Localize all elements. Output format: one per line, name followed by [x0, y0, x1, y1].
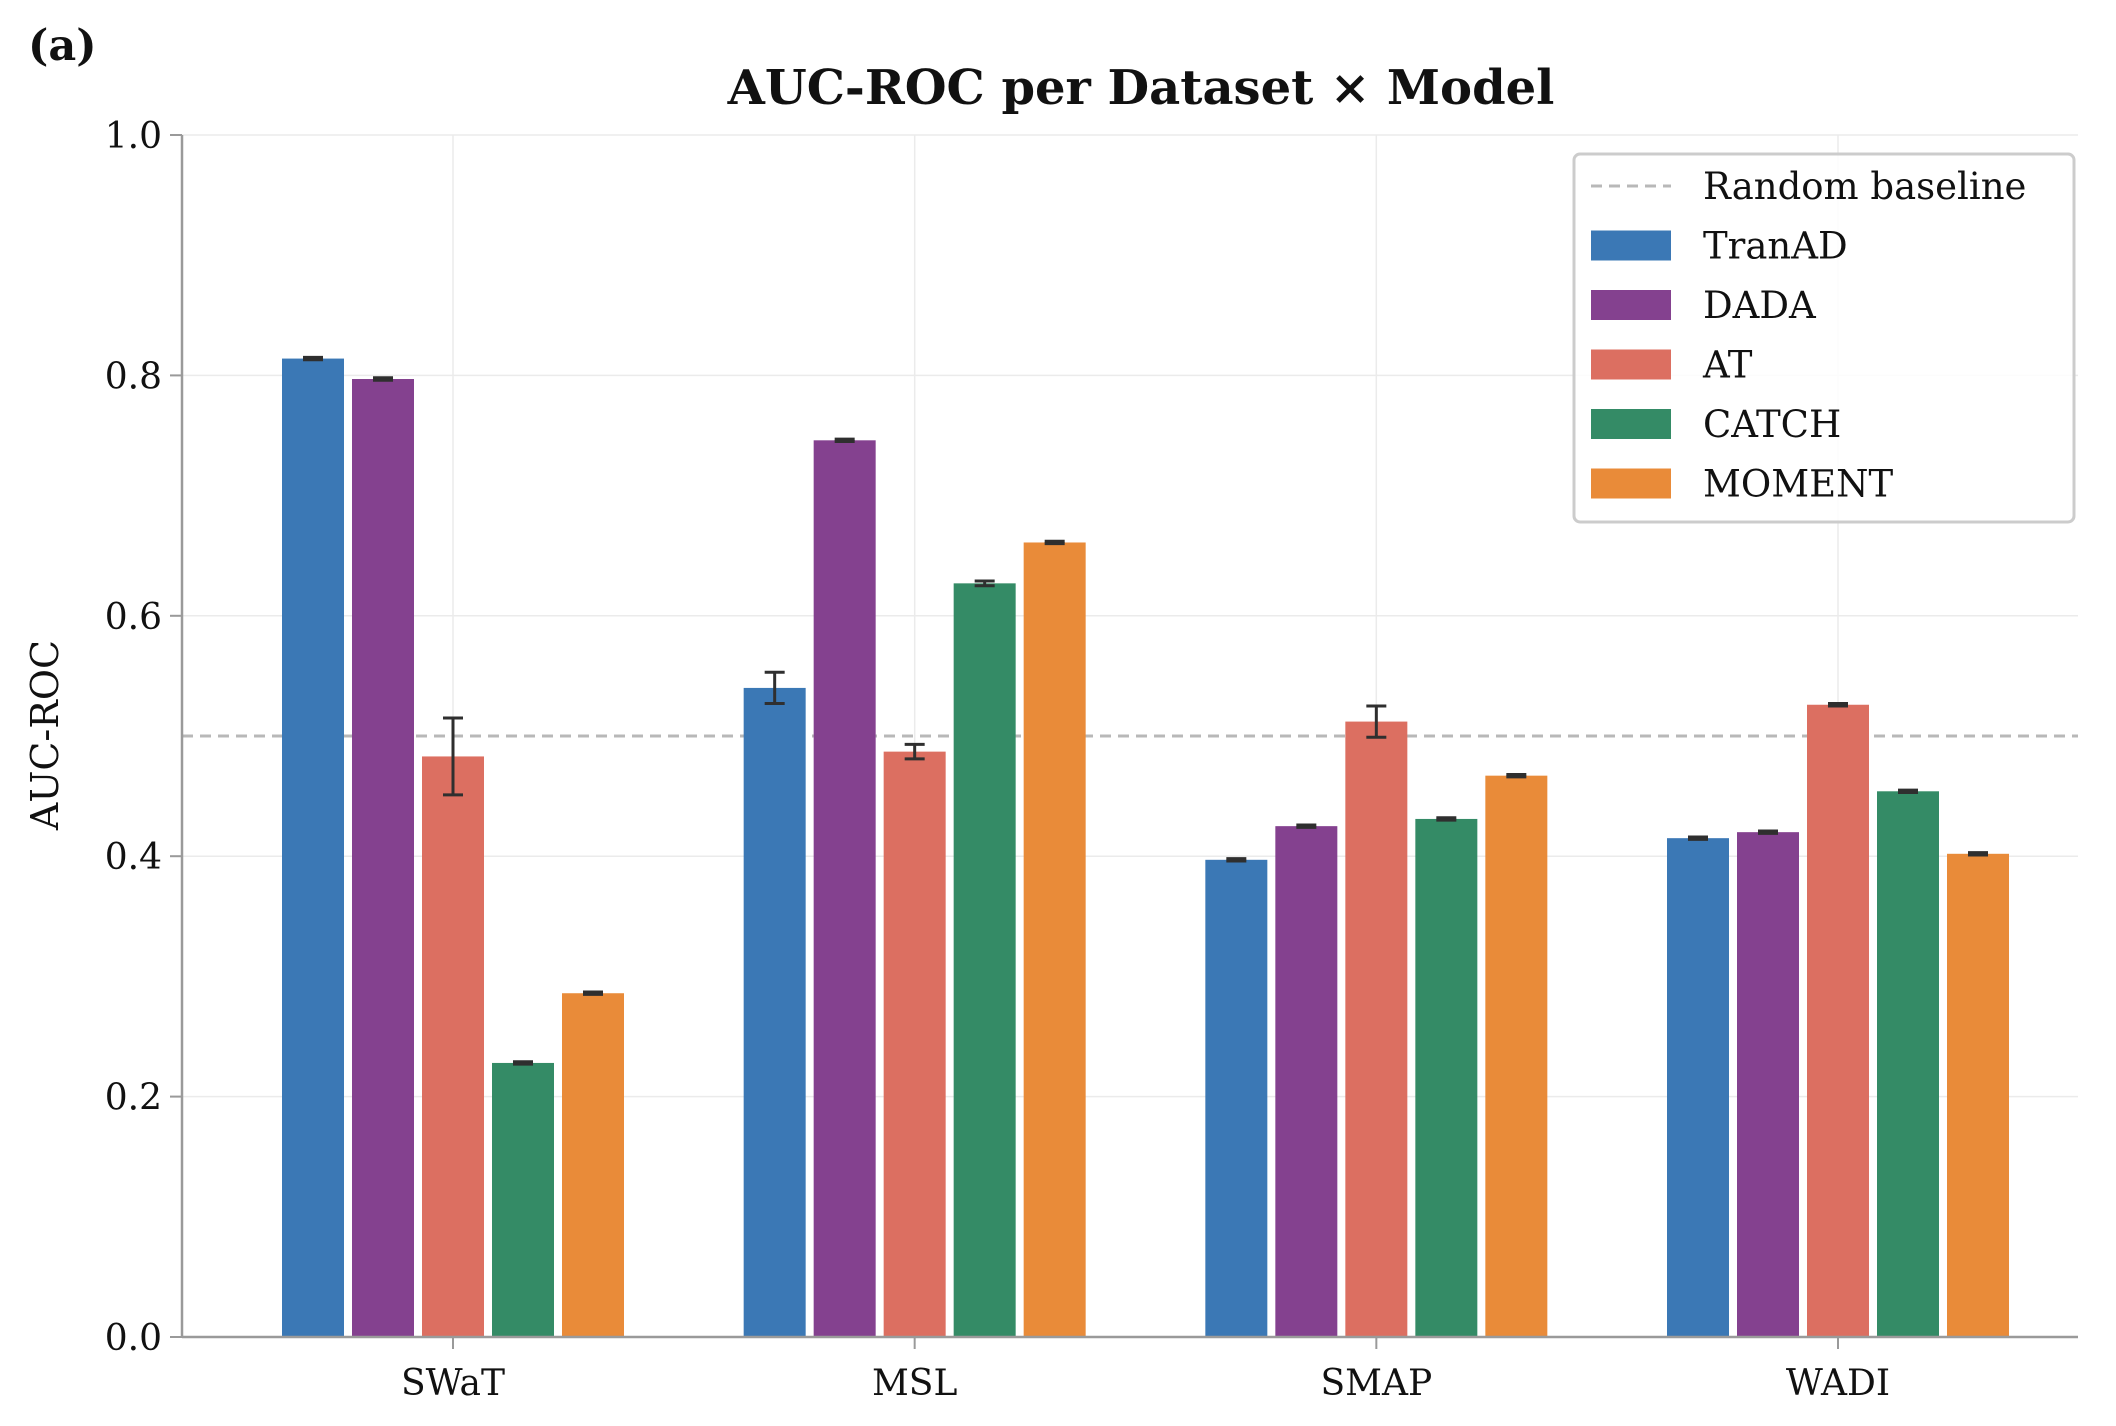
x-tick-label: WADI — [1786, 1363, 1890, 1404]
legend-swatch-catch — [1591, 409, 1671, 439]
bar-at-wadi — [1807, 704, 1869, 1337]
bar-tranad-smap — [1205, 859, 1268, 1337]
legend-label-catch: CATCH — [1703, 403, 1841, 446]
y-tick-label: 0.0 — [105, 1318, 162, 1359]
bar-at-swat — [422, 756, 484, 1337]
legend-swatch-tranad — [1591, 230, 1671, 261]
bar-dada-msl — [813, 440, 876, 1338]
x-tick-label: SWaT — [401, 1363, 505, 1404]
y-tick-label: 0.6 — [105, 597, 162, 638]
panel-label: (a) — [28, 21, 97, 71]
legend-label-tranad: TranAD — [1703, 225, 1848, 268]
bar-tranad-swat — [282, 358, 344, 1337]
bar-moment-swat — [562, 993, 624, 1337]
x-tick-label: SMAP — [1320, 1363, 1432, 1404]
y-axis-label: AUC-ROC — [23, 640, 67, 831]
bar-tranad-wadi — [1667, 838, 1729, 1337]
bar-moment-smap — [1485, 775, 1548, 1337]
legend-label-moment: MOMENT — [1703, 463, 1893, 506]
y-tick-label: 1.0 — [105, 116, 162, 157]
y-tick-label: 0.2 — [105, 1078, 162, 1119]
bar-moment-wadi — [1947, 853, 2009, 1337]
bar-catch-smap — [1415, 818, 1478, 1337]
bar-catch-swat — [492, 1062, 554, 1337]
y-tick-label: 0.4 — [105, 837, 162, 878]
y-tick-label: 0.8 — [105, 356, 162, 397]
x-tick-label: MSL — [872, 1363, 958, 1404]
legend-label-dada: DADA — [1703, 284, 1817, 327]
legend-swatch-moment — [1591, 468, 1671, 499]
bar-dada-smap — [1275, 826, 1338, 1337]
chart-title: AUC-ROC per Dataset × Model — [727, 60, 1555, 116]
legend-label-at: AT — [1702, 344, 1753, 387]
bar-moment-msl — [1023, 542, 1086, 1337]
axes: 0.0 0.2 0.4 0.6 0.8 1.0 SWaT MSL SMAP WADI — [105, 116, 2078, 1404]
legend-swatch-dada — [1591, 290, 1671, 320]
bar-tranad-msl — [743, 687, 806, 1337]
bar-at-smap — [1345, 721, 1408, 1337]
legend-label-baseline: Random baseline — [1703, 165, 2026, 208]
bar-at-msl — [883, 751, 946, 1337]
legend-swatch-at — [1591, 349, 1671, 380]
bar-dada-swat — [352, 379, 414, 1338]
bars — [282, 355, 2009, 1338]
bar-catch-msl — [953, 583, 1016, 1337]
legend: Random baseline TranAD DADA AT CATCH MOMENT — [1572, 152, 2076, 524]
legend-box — [1572, 152, 2076, 524]
bar-catch-wadi — [1877, 791, 1939, 1337]
bar-dada-wadi — [1737, 832, 1799, 1337]
